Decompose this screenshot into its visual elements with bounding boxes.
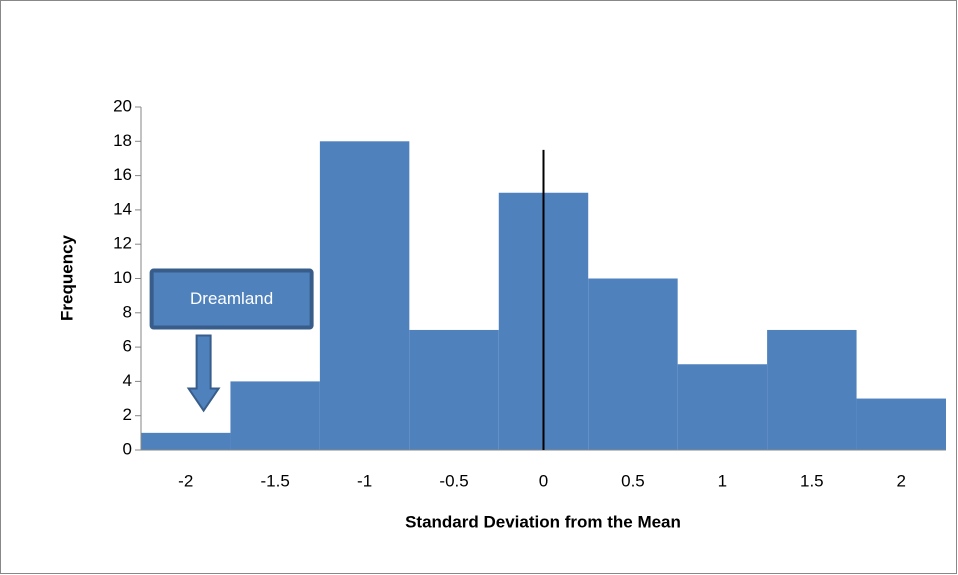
y-tick-label: 16 — [113, 165, 132, 184]
bar — [230, 381, 320, 450]
y-axis-label: Frequency — [57, 234, 76, 321]
bar — [409, 329, 499, 450]
y-tick-label: 4 — [123, 371, 132, 390]
y-tick-label: 14 — [113, 199, 132, 218]
bar — [677, 364, 768, 450]
x-tick-label: -1.5 — [261, 471, 290, 490]
bar — [319, 141, 410, 451]
x-tick-label: 1.5 — [800, 471, 824, 490]
x-tick-label: -0.5 — [439, 471, 468, 490]
annotation-arrow — [186, 334, 221, 413]
y-tick-label: 12 — [113, 234, 132, 253]
y-tick-label: 18 — [113, 131, 132, 150]
bar — [588, 278, 678, 450]
y-tick-label: 8 — [123, 302, 132, 321]
x-tick-label: 2 — [897, 471, 906, 490]
annotation-box — [149, 268, 314, 330]
y-tick-label: 2 — [123, 405, 132, 424]
y-tick-label: 6 — [123, 337, 132, 356]
y-tick-label: 10 — [113, 268, 132, 287]
annotation-text: Dreamland — [190, 289, 273, 308]
x-tick-label: -1 — [357, 471, 372, 490]
bar — [141, 432, 231, 450]
x-tick-label: 1 — [718, 471, 727, 490]
annotation: Dreamland — [149, 268, 314, 413]
x-tick-label: 0 — [539, 471, 548, 490]
x-tick-label: -2 — [178, 471, 193, 490]
x-axis-label: Standard Deviation from the Mean — [405, 512, 681, 531]
y-tick-label: 20 — [113, 96, 132, 115]
y-tick-label: 0 — [123, 439, 132, 458]
x-tick-label: 0.5 — [621, 471, 645, 490]
bar — [856, 398, 946, 450]
bar — [767, 329, 857, 450]
